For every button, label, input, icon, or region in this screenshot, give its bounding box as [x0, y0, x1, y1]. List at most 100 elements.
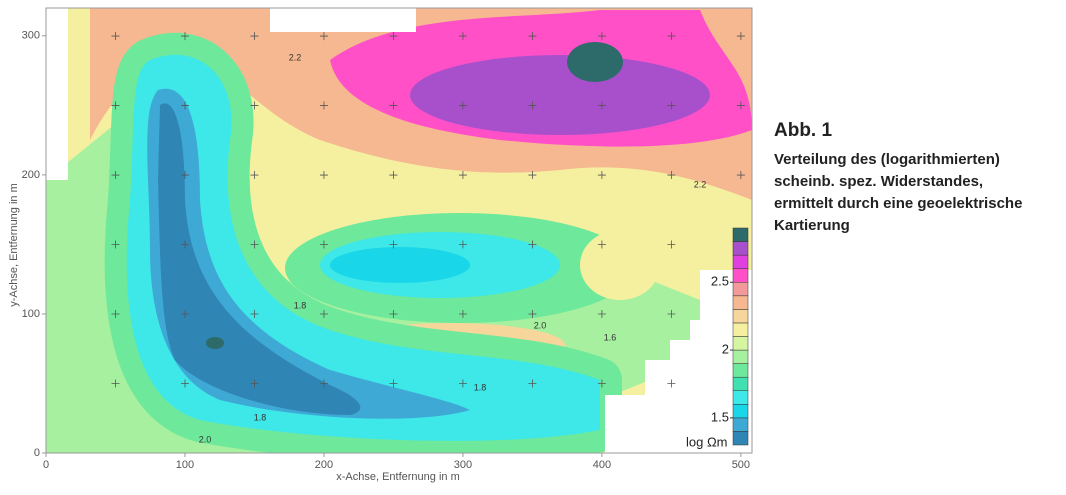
- colorbar-block: [732, 431, 749, 446]
- survey-point: [389, 240, 398, 249]
- y-tick-label: 0: [34, 447, 40, 459]
- survey-point: [180, 379, 189, 388]
- survey-point: [528, 101, 537, 110]
- survey-point: [319, 310, 328, 319]
- region: [330, 247, 470, 283]
- colorbar-block: [732, 363, 749, 378]
- survey-point: [319, 171, 328, 180]
- no-data: [46, 8, 752, 453]
- x-tick-label: 400: [593, 459, 611, 471]
- survey-point: [389, 379, 398, 388]
- contour-label: 2.2: [694, 179, 707, 189]
- survey-point: [736, 101, 745, 110]
- colorbar-tick-label: 1.5: [711, 409, 729, 424]
- survey-point: [319, 101, 328, 110]
- survey-point: [458, 101, 467, 110]
- survey-point: [528, 310, 537, 319]
- survey-point: [528, 32, 537, 41]
- survey-point: [111, 171, 120, 180]
- survey-point: [667, 310, 676, 319]
- survey-point: [597, 101, 606, 110]
- survey-point: [667, 101, 676, 110]
- colorbar-block: [732, 254, 749, 269]
- colorbar-block: [732, 322, 749, 337]
- region: [206, 337, 224, 349]
- plot-frame: [45, 7, 753, 454]
- survey-point: [250, 32, 259, 41]
- y-tick-label: 300: [22, 30, 40, 42]
- contour-label: 2.0: [534, 320, 547, 330]
- y-tick-label: 100: [22, 308, 40, 320]
- x-tick-label: 0: [43, 459, 49, 471]
- contour-label: 1.6: [604, 332, 617, 342]
- caption: ermittelt durch eine geoelektrische: [774, 195, 1022, 212]
- survey-point: [528, 240, 537, 249]
- colorbar-tick-label: 2.5: [711, 274, 729, 289]
- colorbar-tick-label: 2: [722, 342, 729, 357]
- y-axis-label: y-Achse, Entfernung in m: [8, 183, 20, 307]
- survey-point: [667, 171, 676, 180]
- colorbar-block: [732, 349, 749, 364]
- survey-point: [111, 101, 120, 110]
- caption: scheinb. spez. Widerstandes,: [774, 173, 983, 190]
- survey-point: [319, 240, 328, 249]
- survey-point: [250, 171, 259, 180]
- survey-point: [180, 240, 189, 249]
- survey-point: [597, 240, 606, 249]
- survey-point: [667, 32, 676, 41]
- survey-point: [250, 310, 259, 319]
- survey-point: [528, 379, 537, 388]
- survey-points: [111, 32, 745, 388]
- survey-point: [667, 379, 676, 388]
- survey-point: [597, 310, 606, 319]
- survey-point: [389, 101, 398, 110]
- contour-label: 2.0: [199, 434, 212, 444]
- survey-point: [319, 32, 328, 41]
- y-tick-label: 200: [22, 169, 40, 181]
- survey-point: [111, 32, 120, 41]
- survey-point: [597, 171, 606, 180]
- x-tick-label: 200: [315, 459, 333, 471]
- survey-point: [319, 379, 328, 388]
- contour-label: 1.8: [254, 412, 267, 422]
- colorbar-block: [732, 241, 749, 256]
- colorbar-block: [732, 309, 749, 324]
- colorbar-block: [732, 390, 749, 405]
- survey-point: [667, 240, 676, 249]
- colorbar-block: [732, 295, 749, 310]
- survey-point: [597, 379, 606, 388]
- colorbar-block: [732, 227, 749, 242]
- survey-point: [111, 379, 120, 388]
- region: [158, 103, 361, 415]
- survey-point: [389, 171, 398, 180]
- survey-point: [250, 101, 259, 110]
- survey-point: [250, 379, 259, 388]
- colorbar-block: [732, 376, 749, 391]
- colorbar-block: [732, 404, 749, 419]
- survey-point: [389, 32, 398, 41]
- survey-point: [180, 101, 189, 110]
- caption: Verteilung des (logarithmierten): [774, 151, 1000, 168]
- survey-point: [389, 310, 398, 319]
- x-tick-label: 300: [454, 459, 472, 471]
- figure-label: Abb. 1: [774, 120, 832, 141]
- survey-point: [458, 171, 467, 180]
- survey-point: [458, 32, 467, 41]
- survey-point: [111, 240, 120, 249]
- survey-point: [180, 310, 189, 319]
- region: [410, 55, 710, 135]
- colorbar-block: [732, 417, 749, 432]
- contour-label: 1.8: [474, 382, 487, 392]
- survey-point: [111, 310, 120, 319]
- colorbar-label: log Ωm: [686, 434, 728, 449]
- region: [580, 230, 660, 300]
- survey-point: [597, 32, 606, 41]
- survey-point: [458, 240, 467, 249]
- colorbar-block: [732, 336, 749, 351]
- x-axis-label: x-Achse, Entfernung in m: [336, 471, 460, 483]
- survey-point: [458, 379, 467, 388]
- contour-map: [46, 8, 752, 453]
- survey-point: [250, 240, 259, 249]
- survey-point: [736, 171, 745, 180]
